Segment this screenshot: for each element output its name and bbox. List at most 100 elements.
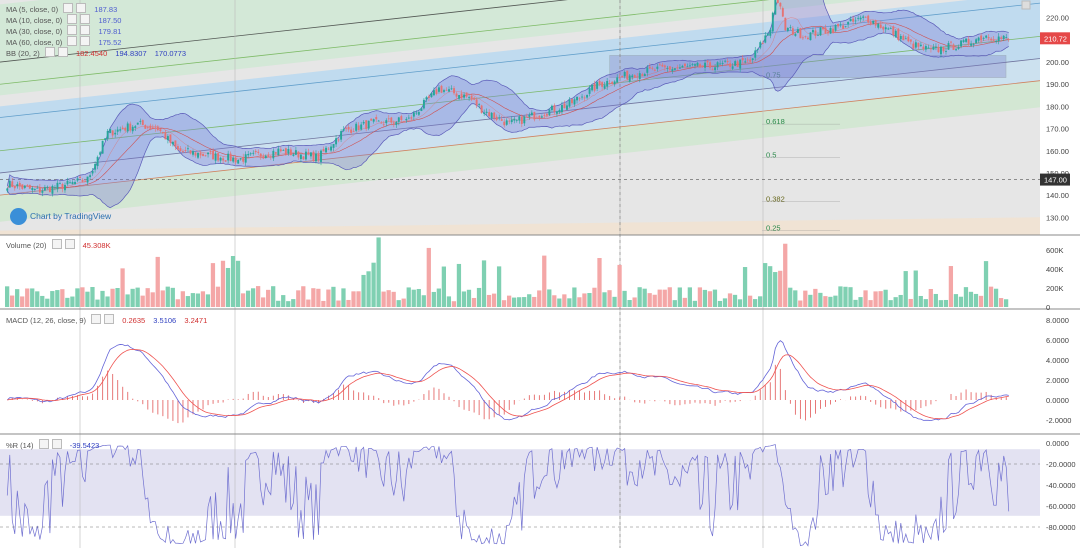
volume-bar[interactable] bbox=[240, 293, 246, 307]
candle-body[interactable] bbox=[485, 111, 488, 113]
candle-body[interactable] bbox=[530, 112, 533, 116]
candle-body[interactable] bbox=[623, 71, 626, 77]
settings-icon[interactable] bbox=[44, 47, 55, 57]
candle-body[interactable] bbox=[892, 26, 895, 36]
candle-body[interactable] bbox=[427, 96, 430, 98]
candle-body[interactable] bbox=[505, 120, 508, 125]
candle-body[interactable] bbox=[822, 27, 824, 30]
volume-bar[interactable] bbox=[396, 300, 401, 307]
volume-bar[interactable] bbox=[356, 291, 361, 307]
candle-body[interactable] bbox=[450, 88, 453, 90]
volume-bar[interactable] bbox=[617, 264, 622, 307]
candle-body[interactable] bbox=[789, 27, 792, 28]
candle-body[interactable] bbox=[187, 148, 189, 150]
candle-body[interactable] bbox=[61, 184, 64, 189]
candle-body[interactable] bbox=[174, 140, 177, 147]
volume-bar[interactable] bbox=[506, 295, 512, 307]
candle-body[interactable] bbox=[553, 105, 556, 112]
candle-body[interactable] bbox=[59, 183, 61, 185]
candle-body[interactable] bbox=[184, 150, 187, 151]
candle-body[interactable] bbox=[658, 64, 661, 66]
candle-body[interactable] bbox=[458, 95, 461, 99]
volume-bar[interactable] bbox=[527, 294, 532, 307]
volume-bar[interactable] bbox=[95, 299, 100, 307]
candle-body[interactable] bbox=[990, 38, 993, 41]
candle-body[interactable] bbox=[603, 85, 606, 89]
volume-bar[interactable] bbox=[496, 266, 502, 307]
candle-body[interactable] bbox=[601, 82, 604, 87]
volume-bar[interactable] bbox=[547, 289, 552, 307]
close-icon[interactable] bbox=[51, 439, 62, 449]
volume-bar[interactable] bbox=[858, 297, 863, 307]
volume-bar[interactable] bbox=[366, 271, 371, 307]
candle-body[interactable] bbox=[124, 127, 127, 131]
candle-body[interactable] bbox=[412, 112, 415, 117]
candle-body[interactable] bbox=[212, 150, 215, 160]
volume-bar[interactable] bbox=[853, 299, 858, 307]
candle-body[interactable] bbox=[734, 61, 737, 66]
candle-body[interactable] bbox=[711, 69, 714, 71]
candle-body[interactable] bbox=[425, 97, 428, 100]
candle-body[interactable] bbox=[141, 120, 144, 126]
volume-bar[interactable] bbox=[577, 297, 582, 307]
candle-body[interactable] bbox=[681, 65, 684, 68]
candle-body[interactable] bbox=[96, 156, 99, 167]
volume-bar[interactable] bbox=[50, 291, 55, 307]
candle-body[interactable] bbox=[294, 150, 297, 155]
candle-body[interactable] bbox=[909, 39, 912, 42]
candle-body[interactable] bbox=[754, 50, 757, 58]
candle-body[interactable] bbox=[975, 39, 978, 44]
candle-body[interactable] bbox=[194, 152, 197, 156]
candle-body[interactable] bbox=[375, 117, 378, 120]
volume-bar[interactable] bbox=[476, 287, 482, 307]
volume-bar[interactable] bbox=[778, 270, 783, 307]
close-icon[interactable] bbox=[64, 239, 75, 249]
volume-bar[interactable] bbox=[376, 237, 381, 307]
volume-bar[interactable] bbox=[266, 289, 271, 307]
volume-bar[interactable] bbox=[125, 294, 130, 307]
volume-bar[interactable] bbox=[988, 286, 994, 307]
candle-body[interactable] bbox=[129, 123, 132, 131]
candle-body[interactable] bbox=[79, 176, 81, 178]
candle-body[interactable] bbox=[232, 157, 235, 162]
volume-bar[interactable] bbox=[873, 291, 878, 307]
volume-bar[interactable] bbox=[436, 288, 441, 307]
volume-bar[interactable] bbox=[431, 291, 436, 307]
candle-body[interactable] bbox=[932, 46, 935, 50]
candle-body[interactable] bbox=[217, 153, 220, 161]
candle-body[interactable] bbox=[282, 149, 285, 151]
candle-body[interactable] bbox=[299, 154, 302, 159]
candle-body[interactable] bbox=[804, 36, 807, 38]
volume-bar[interactable] bbox=[60, 289, 65, 307]
candle-body[interactable] bbox=[249, 153, 252, 155]
candle-body[interactable] bbox=[267, 155, 270, 157]
volume-bar[interactable] bbox=[843, 286, 848, 307]
volume-bar[interactable] bbox=[301, 286, 306, 307]
candle-body[interactable] bbox=[714, 67, 717, 71]
candle-body[interactable] bbox=[445, 89, 448, 91]
candle-body[interactable] bbox=[307, 152, 310, 155]
candle-body[interactable] bbox=[791, 28, 794, 35]
candle-body[interactable] bbox=[927, 47, 930, 49]
candle-body[interactable] bbox=[691, 63, 694, 65]
volume-bar[interactable] bbox=[245, 290, 251, 307]
candle-body[interactable] bbox=[342, 129, 345, 131]
volume-bar[interactable] bbox=[998, 298, 1004, 307]
volume-bar[interactable] bbox=[732, 294, 738, 307]
candle-body[interactable] bbox=[164, 132, 167, 140]
candle-body[interactable] bbox=[169, 134, 172, 143]
volume-bar[interactable] bbox=[441, 266, 447, 307]
volume-bar[interactable] bbox=[421, 295, 426, 307]
volume-bar[interactable] bbox=[341, 288, 346, 307]
candle-body[interactable] bbox=[889, 28, 892, 30]
candle-body[interactable] bbox=[761, 43, 764, 44]
candle-body[interactable] bbox=[53, 187, 56, 189]
volume-bar[interactable] bbox=[768, 266, 773, 307]
volume-bar[interactable] bbox=[205, 294, 211, 307]
candle-body[interactable] bbox=[325, 147, 327, 153]
volume-bar[interactable] bbox=[40, 295, 45, 307]
volume-bar[interactable] bbox=[687, 287, 692, 307]
volume-bar[interactable] bbox=[296, 290, 301, 307]
candle-body[interactable] bbox=[638, 73, 641, 79]
volume-bar[interactable] bbox=[968, 291, 974, 307]
